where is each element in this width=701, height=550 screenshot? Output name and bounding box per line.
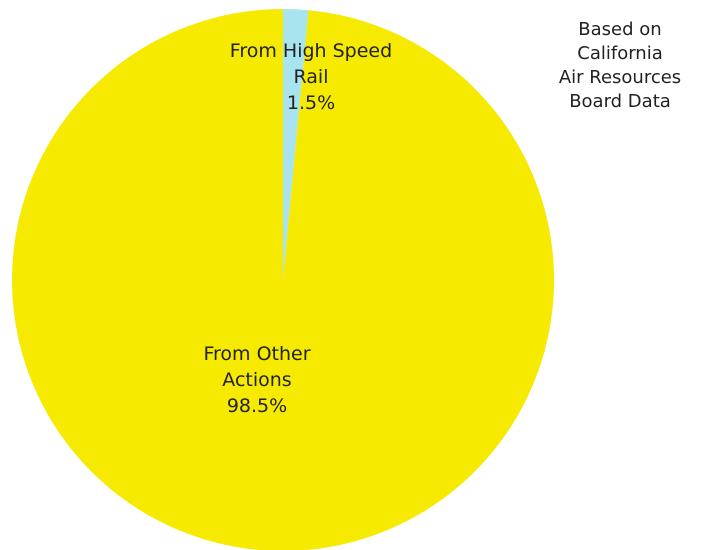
slice-name-label: From Other (203, 343, 310, 365)
slice-name-label: From High Speed (230, 40, 392, 62)
source-note-line: Based on (578, 19, 662, 40)
slice-label: From Other Actions 98.5% (203, 343, 310, 417)
source-note-line: Air Resources (558, 67, 682, 88)
slice-name-label: Actions (222, 369, 291, 391)
source-note-line: Board Data (569, 91, 671, 112)
slice-label: From High Speed Rail 1.5% (230, 40, 392, 114)
slice-value-label: 1.5% (287, 92, 335, 114)
source-note: Based on California Air Resources Board … (540, 18, 700, 114)
pie-labels: From High Speed Rail 1.5% From Other Actions… (203, 40, 392, 417)
slice-value-label: 98.5% (227, 395, 287, 417)
pie-slice (283, 8, 309, 280)
source-note-line: California (577, 43, 663, 64)
slice-name-label: Rail (294, 66, 329, 88)
pie-slices (12, 8, 554, 550)
pie-slice (12, 9, 554, 550)
